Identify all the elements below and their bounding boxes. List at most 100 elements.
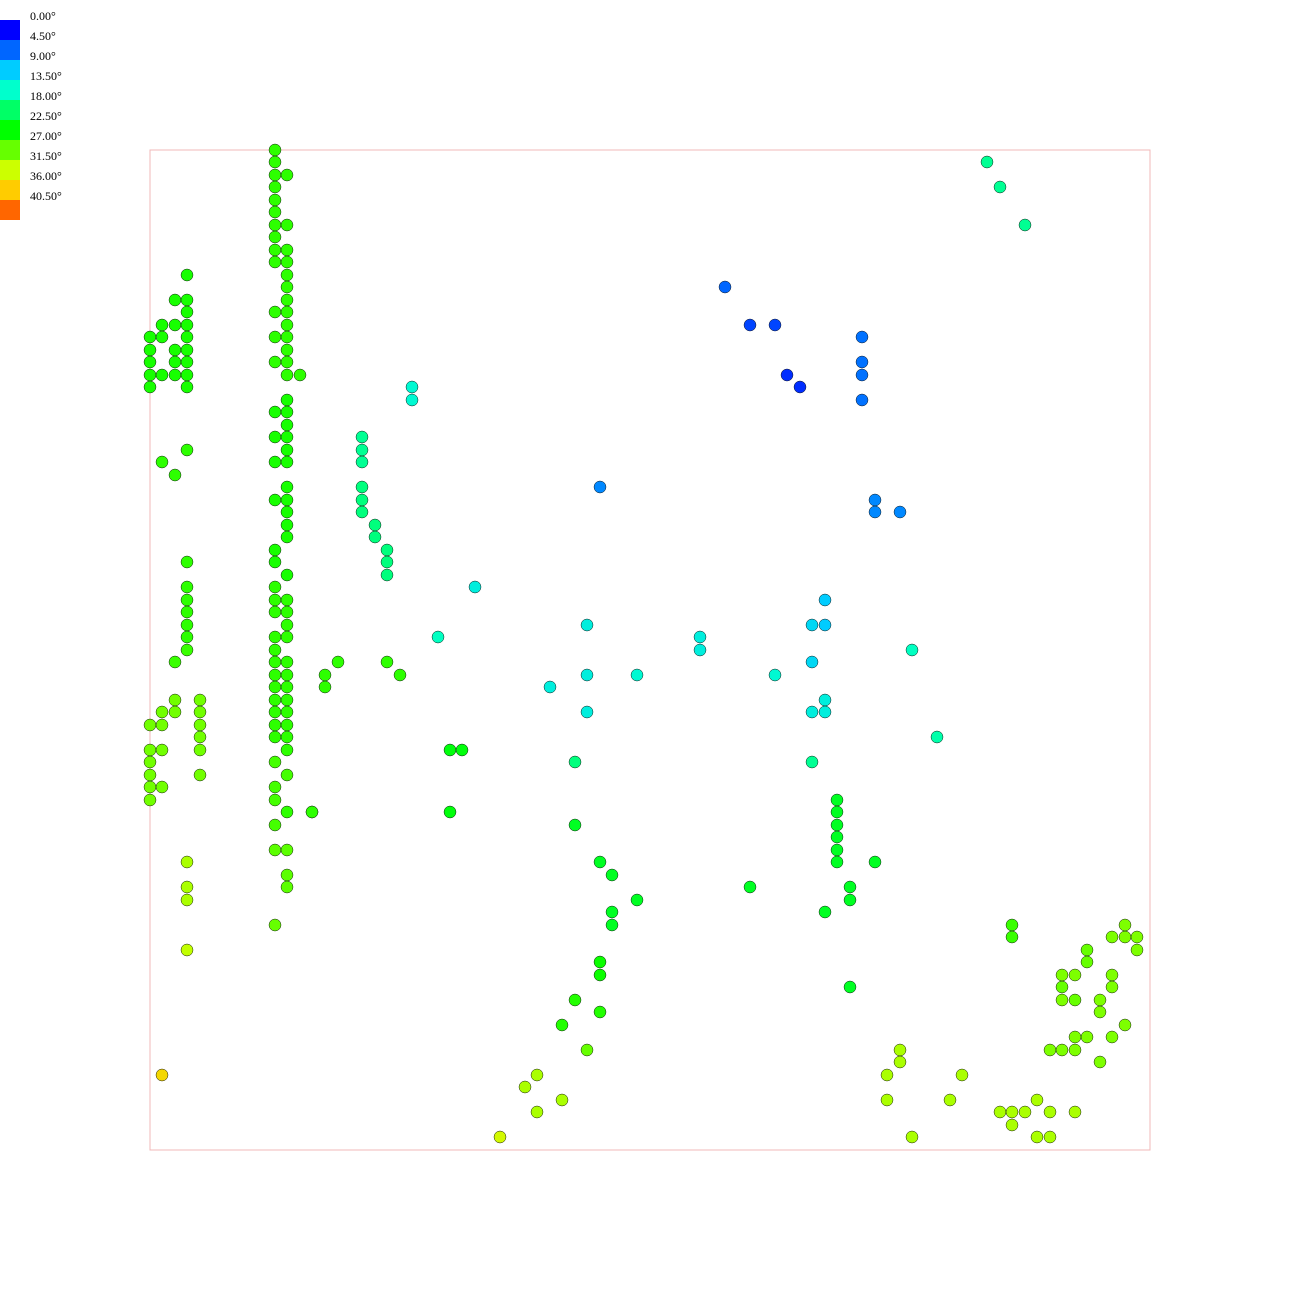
legend-swatch <box>0 100 20 120</box>
data-point <box>268 668 282 682</box>
legend-swatch <box>0 60 20 80</box>
data-point <box>268 718 282 732</box>
data-point <box>1105 968 1119 982</box>
data-point <box>168 293 182 307</box>
data-point <box>193 743 207 757</box>
data-point <box>380 568 394 582</box>
data-point <box>268 630 282 644</box>
data-point <box>1043 1043 1057 1057</box>
data-point <box>180 368 194 382</box>
data-point <box>305 805 319 819</box>
data-point <box>280 168 294 182</box>
legend-label: 40.50° <box>30 189 62 203</box>
data-point <box>155 743 169 757</box>
data-point <box>380 655 394 669</box>
data-point <box>293 368 307 382</box>
data-point <box>155 330 169 344</box>
data-point <box>868 493 882 507</box>
data-point <box>180 943 194 957</box>
data-point <box>318 680 332 694</box>
data-point <box>280 218 294 232</box>
data-point <box>830 855 844 869</box>
data-point <box>268 143 282 157</box>
data-point <box>280 493 294 507</box>
legend-label: 4.50° <box>30 29 56 43</box>
data-point <box>555 1093 569 1107</box>
data-point <box>180 305 194 319</box>
data-point <box>180 618 194 632</box>
data-point <box>280 393 294 407</box>
data-point <box>1130 930 1144 944</box>
data-point <box>830 843 844 857</box>
data-point <box>893 1055 907 1069</box>
data-point <box>393 668 407 682</box>
data-point <box>1005 1118 1019 1132</box>
data-point <box>180 643 194 657</box>
data-point <box>1055 968 1069 982</box>
data-point <box>180 580 194 594</box>
data-point <box>143 718 157 732</box>
data-point <box>280 743 294 757</box>
data-point <box>280 480 294 494</box>
data-point <box>143 380 157 394</box>
data-point <box>180 268 194 282</box>
data-point <box>855 393 869 407</box>
data-point <box>268 818 282 832</box>
legend-label: 27.00° <box>30 129 62 143</box>
data-point <box>193 768 207 782</box>
data-point <box>268 243 282 257</box>
legend-label: 36.00° <box>30 169 62 183</box>
data-point <box>268 180 282 194</box>
data-point <box>1105 930 1119 944</box>
data-point <box>268 330 282 344</box>
data-point <box>530 1105 544 1119</box>
data-point <box>268 155 282 169</box>
data-point <box>1068 1030 1082 1044</box>
data-point <box>593 480 607 494</box>
data-point <box>930 730 944 744</box>
data-point <box>280 880 294 894</box>
data-point <box>768 668 782 682</box>
data-point <box>818 905 832 919</box>
data-point <box>1030 1130 1044 1144</box>
data-point <box>593 955 607 969</box>
data-point <box>593 968 607 982</box>
data-point <box>1068 1043 1082 1057</box>
plot-frame <box>149 149 1151 1151</box>
data-point <box>993 1105 1007 1119</box>
data-point <box>280 805 294 819</box>
data-point <box>443 743 457 757</box>
data-point <box>818 705 832 719</box>
data-point <box>268 305 282 319</box>
data-point <box>193 730 207 744</box>
data-point <box>180 318 194 332</box>
data-point <box>193 705 207 719</box>
data-point <box>943 1093 957 1107</box>
data-point <box>268 780 282 794</box>
data-point <box>155 318 169 332</box>
data-point <box>268 680 282 694</box>
data-point <box>630 893 644 907</box>
data-point <box>143 355 157 369</box>
data-point <box>1080 1030 1094 1044</box>
data-point <box>180 380 194 394</box>
data-point <box>268 580 282 594</box>
data-point <box>1105 1030 1119 1044</box>
data-point <box>555 1018 569 1032</box>
legend-swatch <box>0 160 20 180</box>
data-point <box>268 730 282 744</box>
data-point <box>280 255 294 269</box>
data-point <box>268 405 282 419</box>
data-point <box>268 643 282 657</box>
legend-label: 9.00° <box>30 49 56 63</box>
data-point <box>431 630 445 644</box>
data-point <box>280 730 294 744</box>
data-point <box>180 893 194 907</box>
data-point <box>280 693 294 707</box>
data-point <box>155 455 169 469</box>
data-point <box>743 318 757 332</box>
data-point <box>268 455 282 469</box>
data-point <box>718 280 732 294</box>
data-point <box>268 755 282 769</box>
data-point <box>518 1080 532 1094</box>
